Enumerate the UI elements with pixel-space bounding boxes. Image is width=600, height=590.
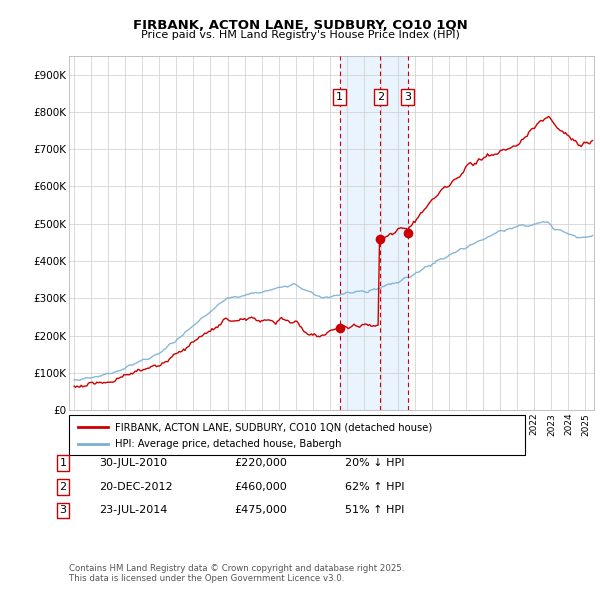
Text: 30-JUL-2010: 30-JUL-2010 [99, 458, 167, 468]
Text: 20% ↓ HPI: 20% ↓ HPI [345, 458, 404, 468]
Text: FIRBANK, ACTON LANE, SUDBURY, CO10 1QN: FIRBANK, ACTON LANE, SUDBURY, CO10 1QN [133, 19, 467, 32]
Text: £475,000: £475,000 [234, 506, 287, 515]
Text: 1: 1 [336, 92, 343, 102]
Text: 23-JUL-2014: 23-JUL-2014 [99, 506, 167, 515]
Text: 1: 1 [59, 458, 67, 468]
Text: 2: 2 [377, 92, 384, 102]
Text: £460,000: £460,000 [234, 482, 287, 491]
Text: £220,000: £220,000 [234, 458, 287, 468]
Text: 20-DEC-2012: 20-DEC-2012 [99, 482, 173, 491]
Text: HPI: Average price, detached house, Babergh: HPI: Average price, detached house, Babe… [115, 439, 342, 449]
Text: 3: 3 [404, 92, 411, 102]
Bar [340, 56, 407, 410]
Text: FIRBANK, ACTON LANE, SUDBURY, CO10 1QN (detached house): FIRBANK, ACTON LANE, SUDBURY, CO10 1QN (… [115, 422, 433, 432]
Text: 62% ↑ HPI: 62% ↑ HPI [345, 482, 404, 491]
Text: 2: 2 [59, 482, 67, 491]
Text: Contains HM Land Registry data © Crown copyright and database right 2025.
This d: Contains HM Land Registry data © Crown c… [69, 563, 404, 583]
Text: 51% ↑ HPI: 51% ↑ HPI [345, 506, 404, 515]
Text: Price paid vs. HM Land Registry's House Price Index (HPI): Price paid vs. HM Land Registry's House … [140, 30, 460, 40]
Text: 3: 3 [59, 506, 67, 515]
